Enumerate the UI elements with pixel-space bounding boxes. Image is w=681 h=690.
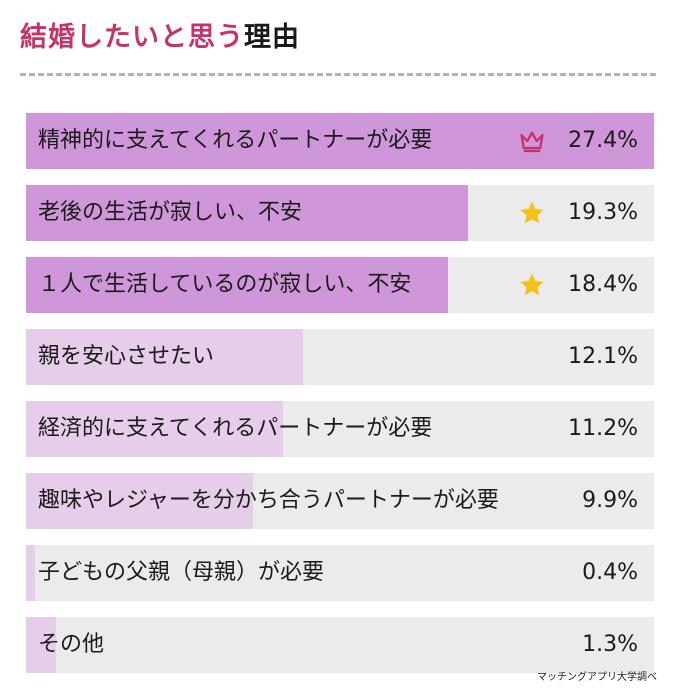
- bar: [26, 257, 448, 313]
- title-divider: [20, 73, 656, 76]
- crown-icon: [520, 131, 544, 153]
- category-label: その他: [38, 632, 105, 657]
- bar: [26, 545, 35, 601]
- chart-title-highlight: 結婚したいと思う: [20, 22, 244, 53]
- category-label: 経済的に支えてくれるパートナーが必要: [38, 416, 433, 441]
- value-label: 1.3%: [582, 632, 638, 657]
- value-label: 0.4%: [582, 560, 638, 585]
- category-label: 精神的に支えてくれるパートナーが必要: [38, 128, 433, 153]
- bar: [26, 473, 253, 529]
- star-icon: [520, 273, 544, 296]
- bar: [26, 113, 654, 169]
- category-label: 老後の生活が寂しい、不安: [38, 200, 303, 225]
- category-label: １人で生活しているのが寂しい、不安: [38, 272, 412, 297]
- bar: [26, 329, 303, 385]
- bar-row: その他 1.3%: [26, 617, 654, 673]
- bar: [26, 617, 56, 673]
- bar: [26, 185, 468, 241]
- bar-row: 精神的に支えてくれるパートナーが必要 27.4%: [26, 113, 654, 169]
- chart-title: 結婚したいと思う理由: [20, 20, 300, 56]
- value-label: 9.9%: [582, 488, 638, 513]
- value-label: 18.4%: [568, 272, 638, 297]
- star-icon: [520, 201, 544, 224]
- category-label: 趣味やレジャーを分かち合うパートナーが必要: [38, 488, 499, 513]
- category-label: 親を安心させたい: [38, 344, 215, 369]
- value-label: 27.4%: [568, 128, 638, 153]
- bar-row: 趣味やレジャーを分かち合うパートナーが必要 9.9%: [26, 473, 654, 529]
- bar: [26, 401, 283, 457]
- value-label: 12.1%: [568, 344, 638, 369]
- bar-row: 親を安心させたい 12.1%: [26, 329, 654, 385]
- value-label: 19.3%: [568, 200, 638, 225]
- bar-row: 経済的に支えてくれるパートナーが必要 11.2%: [26, 401, 654, 457]
- category-label: 子どもの父親（母親）が必要: [38, 560, 325, 585]
- bar-row: １人で生活しているのが寂しい、不安 18.4%: [26, 257, 654, 313]
- value-label: 11.2%: [568, 416, 638, 441]
- source-note: マッチングアプリ大学調べ: [537, 672, 657, 683]
- bar-row: 老後の生活が寂しい、不安 19.3%: [26, 185, 654, 241]
- chart-title-rest: 理由: [244, 22, 300, 53]
- bar-row: 子どもの父親（母親）が必要 0.4%: [26, 545, 654, 601]
